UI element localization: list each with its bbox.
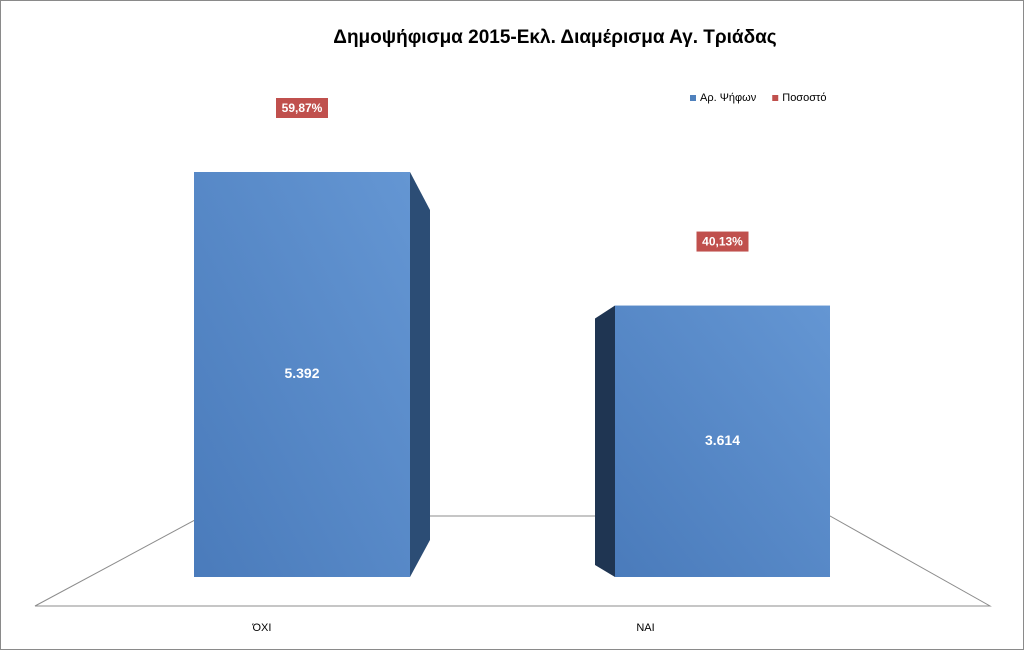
percent-label-box xyxy=(276,98,328,118)
floor xyxy=(34,515,992,607)
legend-swatch xyxy=(772,95,779,101)
bar-side xyxy=(595,305,615,577)
bar-side xyxy=(410,172,430,577)
legend-label: Ποσοστό xyxy=(782,92,826,104)
x-tick-label: ΝΑΙ xyxy=(636,622,654,634)
percent-label: 59,87% xyxy=(282,101,323,115)
percent-label: 40,13% xyxy=(702,235,743,249)
bar xyxy=(194,172,410,577)
percent-label-box xyxy=(696,231,749,252)
chart-title: Δημοψήφισμα 2015-Εκλ. Διαμέρισμα Αγ. Τρι… xyxy=(333,27,777,48)
value-label: 3.614 xyxy=(705,432,740,448)
value-label: 5.392 xyxy=(284,365,319,381)
legend-label: Αρ. Ψήφων xyxy=(700,92,757,104)
legend-swatch xyxy=(690,95,696,101)
bar xyxy=(615,305,830,577)
x-tick-label: ΌΧΙ xyxy=(252,622,272,634)
